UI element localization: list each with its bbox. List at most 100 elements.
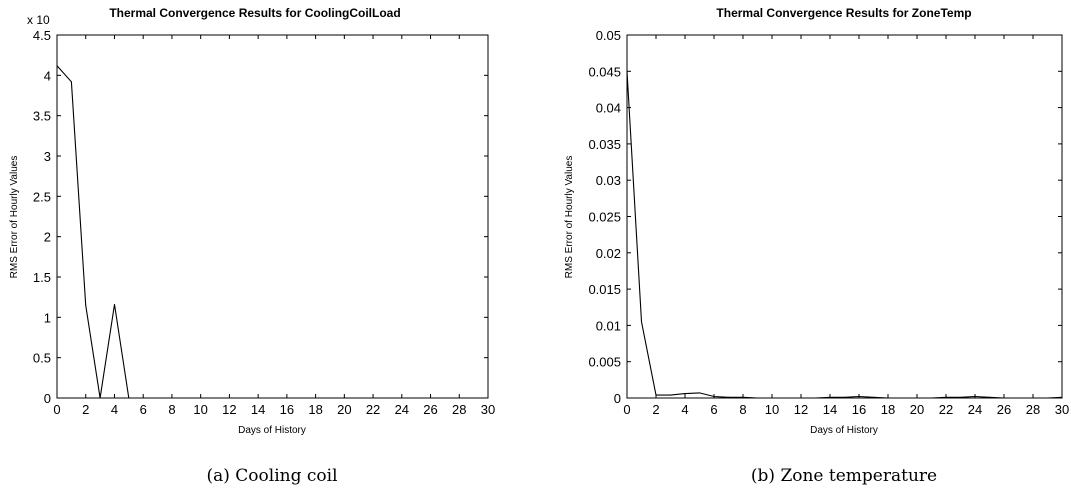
y-tick-label: 0 (614, 391, 621, 406)
data-point (945, 396, 947, 398)
x-tick-label: 4 (111, 402, 118, 417)
data-point (473, 397, 475, 399)
series (56, 65, 489, 399)
x-tick-label: 16 (280, 402, 294, 417)
x-tick-label: 10 (193, 402, 207, 417)
y-tick-label: 0.05 (596, 28, 621, 43)
x-tick-label: 30 (481, 402, 495, 417)
x-tick-label: 20 (337, 402, 351, 417)
data-point (699, 392, 700, 394)
data-point (771, 397, 773, 399)
data-point (99, 397, 101, 399)
x-axis-label: Days of History (238, 425, 306, 436)
y-tick-label: 0.5 (33, 351, 51, 366)
x-tick-label: 30 (1055, 402, 1069, 417)
data-point (1032, 397, 1034, 399)
data-point (157, 397, 159, 399)
x-tick-label: 10 (765, 402, 779, 417)
plot-area (56, 34, 489, 399)
data-point (713, 396, 715, 398)
data-point (386, 397, 388, 399)
data-point (113, 303, 115, 305)
x-tick-label: 22 (939, 402, 953, 417)
y-tick-label: 0.005 (588, 355, 621, 370)
y-tick-label: 4.5 (33, 28, 51, 43)
y-tick-label: 1.5 (33, 270, 51, 285)
x-ticks: 0 2 4 6 8 10 12 14 16 18 20 22 24 26 28 30 (623, 35, 1069, 417)
data-point (728, 396, 729, 398)
chart-title: Thermal Convergence Results for CoolingC… (109, 6, 400, 20)
x-tick-label: 2 (82, 402, 89, 417)
data-point (243, 397, 245, 399)
y-ticks: 0 0.5 1 1.5 2 2.5 3 3.5 4 4.5 (33, 28, 488, 406)
data-point (444, 397, 446, 399)
data-point (670, 394, 671, 396)
x-tick-label: 14 (251, 402, 265, 417)
y-tick-label: 0 (44, 391, 51, 406)
caption: (a) Cooling coil (206, 466, 337, 486)
x-tick-label: 12 (794, 402, 808, 417)
data-point (1003, 397, 1005, 399)
data-point (415, 397, 417, 399)
data-point (742, 396, 744, 398)
x-tick-label: 6 (140, 402, 147, 417)
y-tick-label: 3.5 (33, 109, 51, 124)
data-point (142, 397, 144, 399)
y-axis-label: RMS Error of Hourly Values (9, 156, 20, 279)
data-point (200, 397, 202, 399)
data-point (372, 397, 374, 399)
panel-cooling-coil: x 10 Thermal Convergence Results for Coo… (9, 6, 495, 486)
series (626, 70, 1063, 399)
x-tick-label: 24 (395, 402, 409, 417)
x-tick-label: 22 (366, 402, 380, 417)
x-tick-label: 4 (681, 402, 688, 417)
y-tick-label: 0.01 (596, 318, 621, 333)
x-tick-label: 0 (53, 402, 60, 417)
data-point (228, 397, 230, 399)
data-point (286, 397, 288, 399)
y-tick-label: 0.035 (588, 137, 621, 152)
data-point (902, 397, 903, 399)
data-point (343, 397, 345, 399)
data-point (1047, 397, 1048, 399)
x-tick-label: 26 (423, 402, 437, 417)
data-point (800, 397, 802, 399)
x-tick-label: 28 (1026, 402, 1040, 417)
data-point (329, 397, 331, 399)
x-tick-label: 24 (968, 402, 982, 417)
y-axis-label: RMS Error of Hourly Values (564, 156, 575, 279)
x-ticks: 0 2 4 6 8 10 12 14 16 18 20 22 24 26 28 30 (53, 35, 495, 417)
series-line (626, 71, 1063, 399)
data-point (128, 397, 130, 399)
data-point (300, 397, 302, 399)
data-point (272, 397, 273, 399)
y-tick-label: 0.02 (596, 246, 621, 261)
data-point (56, 65, 58, 67)
data-point (844, 396, 845, 398)
data-point (655, 394, 657, 396)
y-tick-label: 0.045 (588, 64, 621, 79)
data-point (887, 397, 889, 399)
y-tick-label: 2 (44, 230, 51, 245)
data-point (185, 397, 187, 399)
y-tick-label: 0.015 (588, 282, 621, 297)
data-point (757, 397, 758, 399)
x-tick-label: 2 (652, 402, 659, 417)
data-point (960, 396, 961, 398)
x-tick-label: 12 (222, 402, 236, 417)
caption: (b) Zone temperature (751, 466, 937, 486)
data-point (85, 304, 87, 306)
plot-area (626, 34, 1063, 399)
data-point (641, 321, 642, 323)
y-tick-label: 4 (44, 68, 51, 83)
data-point (171, 397, 173, 399)
y-tick-label: 0.025 (588, 210, 621, 225)
x-tick-label: 26 (997, 402, 1011, 417)
x-tick-label: 28 (452, 402, 466, 417)
data-point (829, 396, 831, 398)
y-tick-label: 1 (44, 310, 51, 325)
data-point (858, 396, 860, 398)
x-tick-label: 16 (852, 402, 866, 417)
panel-zone-temperature: Thermal Convergence Results for ZoneTemp… (564, 6, 1069, 486)
y-tick-label: 2.5 (33, 189, 51, 204)
